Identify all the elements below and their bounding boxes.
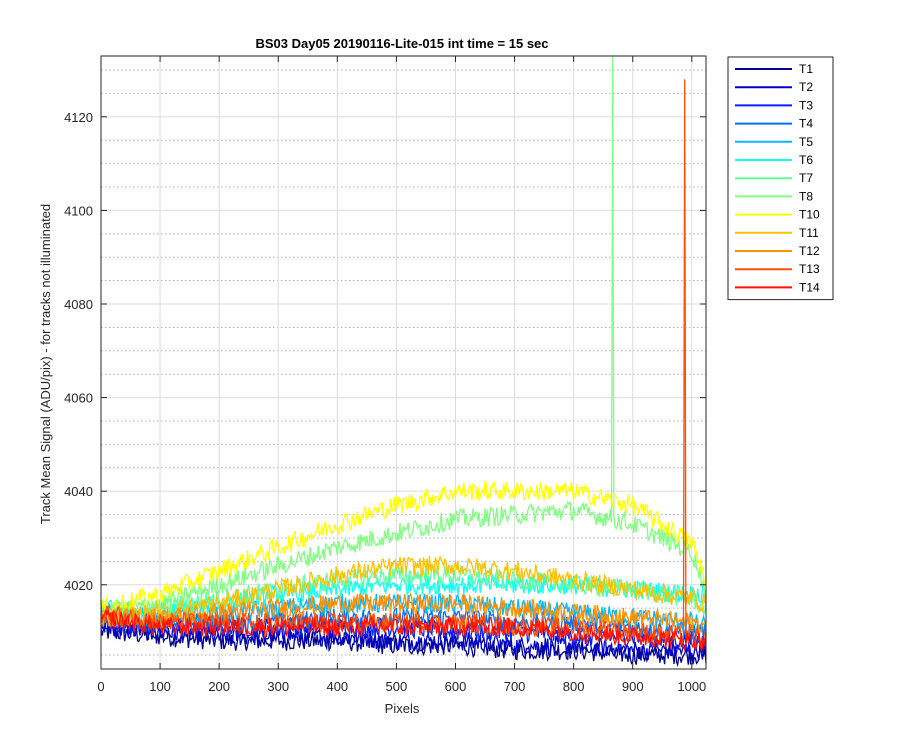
y-tick-label: 4040: [64, 484, 93, 499]
y-axis-label: Track Mean Signal (ADU/pix) - for tracks…: [38, 204, 53, 524]
ticks: 0 100 200 300 400 500 600 700 800 900 1000 4020 4040…: [64, 56, 706, 694]
y-tick-label: 4120: [64, 110, 93, 125]
legend-entry: T8: [799, 189, 813, 203]
series-line-t14: [100, 608, 707, 652]
x-tick-label: 500: [386, 679, 408, 694]
legend-entry: T7: [799, 171, 813, 185]
x-tick-label: 0: [97, 679, 104, 694]
y-tick-label: 4020: [64, 578, 93, 593]
grid: [100, 56, 706, 669]
legend-entry: T3: [799, 98, 813, 112]
series-layer: [100, 55, 707, 668]
legend-entry: T1: [799, 62, 813, 76]
legend-entry: T12: [799, 244, 820, 258]
legend: T1 T2 T3 T4 T5 T6 T7 T8 T10 T11 T12 T13 T14: [727, 56, 834, 301]
legend-entry: T6: [799, 153, 813, 167]
legend-entry: T14: [799, 280, 820, 294]
series-line-t12: [100, 592, 707, 635]
legend-entry: T11: [799, 226, 819, 240]
x-tick-label: 900: [622, 679, 644, 694]
plot-border: [100, 55, 707, 670]
series-line-t10: [100, 479, 707, 616]
legend-entry: T5: [799, 135, 813, 149]
legend-entry: T2: [799, 80, 813, 94]
y-tick-label: 4100: [64, 203, 93, 218]
legend-entry: T4: [799, 117, 813, 131]
series-line-t8: [100, 55, 707, 621]
x-tick-label: 700: [504, 679, 526, 694]
chart-title: BS03 Day05 20190116-Lite-015 int time = …: [255, 36, 548, 51]
legend-entry: T13: [799, 262, 820, 276]
series-line-t1: [100, 621, 707, 668]
x-tick-label: 800: [563, 679, 585, 694]
x-tick-label: 600: [445, 679, 467, 694]
x-tick-label: 400: [326, 679, 348, 694]
y-tick-label: 4080: [64, 297, 93, 312]
x-tick-label: 200: [208, 679, 230, 694]
y-tick-label: 4060: [64, 391, 93, 406]
x-axis-label: Pixels: [385, 701, 420, 716]
legend-entry: T10: [799, 208, 820, 222]
series-line-t13: [100, 79, 707, 649]
series-line-t11: [100, 555, 707, 628]
x-tick-label: 300: [267, 679, 289, 694]
x-tick-label: 100: [149, 679, 171, 694]
x-tick-label: 1000: [677, 679, 706, 694]
